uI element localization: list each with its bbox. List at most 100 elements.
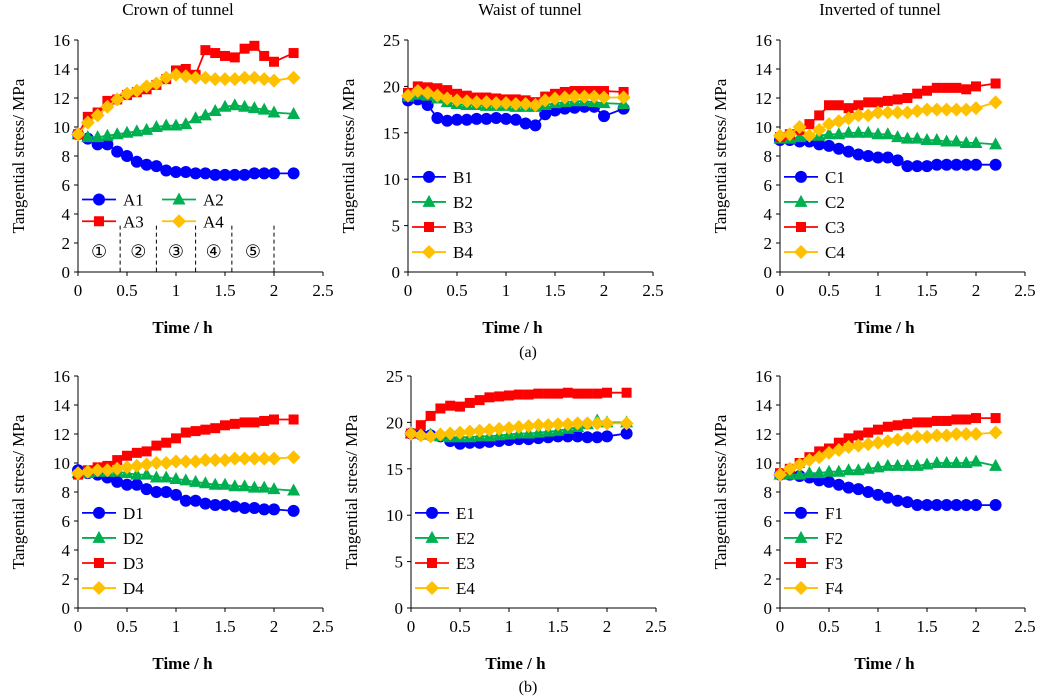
data-point (90, 463, 105, 478)
legend-item-c3: C3 (784, 218, 845, 237)
data-point (921, 160, 933, 173)
data-point (812, 122, 827, 137)
data-point (453, 425, 467, 440)
legend-label: B3 (453, 218, 473, 237)
data-point (930, 456, 944, 468)
data-point (912, 88, 923, 99)
y-tick-label: 6 (62, 176, 71, 195)
data-point (140, 158, 153, 171)
data-point (862, 486, 875, 498)
x-axis-label: Time / h (152, 654, 213, 673)
data-point (198, 453, 213, 468)
y-tick-label: 5 (392, 217, 401, 236)
data-point (239, 43, 250, 54)
series-e4 (404, 416, 634, 444)
y-axis-label: Tangential stress/ MPa (711, 414, 730, 569)
data-point (259, 415, 270, 426)
y-tick-label: 12 (53, 425, 70, 444)
data-point (949, 427, 964, 441)
data-point (415, 420, 426, 431)
column-title-crown: Crown of tunnel (122, 0, 234, 19)
legend-label: D4 (123, 579, 144, 598)
data-point (929, 428, 944, 443)
data-point (140, 122, 154, 135)
data-point (140, 483, 153, 496)
x-tick-label: 2 (972, 617, 981, 636)
data-point (557, 90, 572, 105)
data-point (989, 137, 1003, 150)
data-point (882, 421, 893, 432)
data-point (500, 112, 512, 125)
data-point (504, 390, 514, 401)
data-point (287, 483, 301, 496)
data-point (229, 418, 240, 429)
data-point (288, 414, 299, 425)
data-point (881, 127, 895, 140)
data-point (248, 167, 261, 180)
data-point (961, 414, 972, 425)
data-point (169, 471, 183, 484)
x-tick-label: 1 (874, 617, 883, 636)
data-point (901, 496, 914, 509)
y-tick-label: 10 (383, 170, 400, 189)
legend-label: B2 (453, 193, 473, 212)
data-point (469, 95, 484, 110)
stage-label: ① (91, 242, 107, 262)
legend-item-e1: E1 (415, 504, 475, 523)
x-axis-label: Time / h (152, 318, 213, 337)
y-tick-label: 2 (62, 570, 71, 589)
data-point (852, 483, 865, 496)
y-axis-label: Tangential stress/ MPa (9, 78, 28, 233)
legend-label: C2 (825, 193, 845, 212)
data-point (931, 415, 942, 426)
data-point (248, 501, 261, 514)
data-point (121, 150, 133, 162)
data-point (178, 69, 193, 84)
y-tick-label: 0 (764, 599, 773, 618)
x-tick-label: 2 (603, 617, 612, 636)
data-point (421, 98, 434, 111)
data-point (587, 89, 602, 104)
data-point (539, 108, 552, 121)
x-axis-label: Time / h (482, 318, 543, 337)
data-point (227, 451, 242, 466)
x-tick-label: 0.5 (818, 281, 839, 300)
legend-marker (795, 170, 807, 183)
data-point (988, 425, 1003, 440)
x-tick-label: 2.5 (1014, 281, 1035, 300)
y-tick-label: 6 (764, 512, 773, 531)
data-point (404, 426, 418, 441)
x-tick-label: 2 (270, 281, 279, 300)
data-point (189, 111, 203, 124)
data-point (502, 420, 516, 435)
data-point (823, 139, 835, 152)
data-point (141, 446, 152, 457)
data-point (484, 392, 495, 403)
data-point (445, 400, 456, 411)
stage-label: ④ (206, 242, 222, 262)
x-tick-label: 1 (172, 281, 181, 300)
data-point (990, 413, 1001, 424)
legend-marker (425, 581, 439, 596)
data-point (511, 420, 526, 435)
data-point (531, 418, 546, 433)
legend: F1 F2 F3 F4 (784, 504, 843, 598)
data-point (149, 470, 163, 483)
y-tick-label: 14 (53, 60, 71, 79)
data-point (218, 453, 232, 468)
legend-marker (172, 214, 186, 229)
data-point (179, 494, 192, 507)
legend-marker (423, 170, 435, 183)
data-point (971, 413, 981, 424)
data-point (872, 151, 884, 164)
series-line (77, 104, 294, 139)
data-point (920, 429, 934, 444)
data-point (548, 91, 562, 106)
y-tick-label: 8 (62, 147, 71, 166)
data-point (237, 70, 252, 85)
data-point (959, 456, 973, 468)
data-point (881, 151, 894, 164)
data-point (249, 40, 260, 51)
legend-marker (94, 216, 104, 227)
legend-item-a2: A2 (162, 191, 224, 210)
